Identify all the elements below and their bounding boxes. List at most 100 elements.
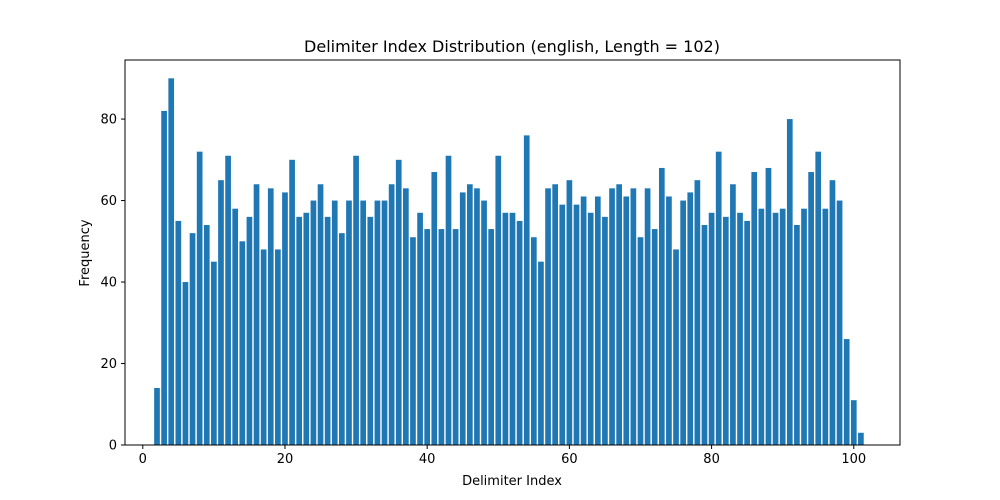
axes-frame bbox=[124, 59, 901, 446]
bar-4 bbox=[168, 78, 175, 445]
bar-81 bbox=[715, 151, 722, 445]
bar-86 bbox=[751, 172, 758, 445]
bar-6 bbox=[182, 282, 189, 445]
y-tick-label: 80 bbox=[100, 113, 117, 128]
x-tick-label: 20 bbox=[277, 452, 294, 467]
bar-28 bbox=[339, 233, 345, 445]
bar-98 bbox=[836, 200, 843, 445]
bar-11 bbox=[218, 180, 224, 445]
bar-60 bbox=[566, 180, 573, 445]
y-tick-label: 40 bbox=[100, 276, 117, 291]
bar-52 bbox=[509, 212, 516, 445]
bar-23 bbox=[303, 212, 310, 445]
bar-69 bbox=[630, 188, 637, 446]
bar-22 bbox=[296, 216, 303, 445]
bar-18 bbox=[267, 188, 274, 446]
bar-100 bbox=[850, 400, 857, 445]
x-tick-label: 100 bbox=[841, 452, 866, 467]
bar-13 bbox=[232, 208, 239, 445]
bar-47 bbox=[474, 188, 480, 446]
bar-30 bbox=[353, 155, 359, 446]
bar-12 bbox=[225, 155, 231, 446]
bar-2 bbox=[154, 387, 160, 445]
bar-65 bbox=[602, 216, 608, 445]
bar-67 bbox=[616, 184, 622, 445]
bar-77 bbox=[687, 192, 694, 445]
chart-title: Delimiter Index Distribution (english, L… bbox=[304, 37, 720, 56]
bar-89 bbox=[772, 212, 779, 445]
bar-91 bbox=[786, 119, 793, 446]
bar-35 bbox=[388, 184, 395, 445]
bar-32 bbox=[367, 216, 374, 445]
bar-72 bbox=[651, 229, 658, 445]
bar-88 bbox=[765, 167, 772, 446]
bar-34 bbox=[381, 200, 388, 445]
bar-5 bbox=[175, 220, 182, 445]
bar-59 bbox=[559, 204, 566, 445]
bar-46 bbox=[466, 184, 473, 445]
bar-50 bbox=[495, 155, 502, 446]
bar-99 bbox=[843, 339, 850, 445]
bar-70 bbox=[637, 237, 644, 445]
bar-68 bbox=[623, 196, 630, 445]
x-tick-label: 60 bbox=[561, 452, 578, 467]
bar-39 bbox=[417, 212, 423, 445]
bar-95 bbox=[815, 151, 822, 445]
y-axis-label: Frequency bbox=[78, 219, 93, 286]
x-tick-label: 40 bbox=[419, 452, 436, 467]
y-tick-label: 0 bbox=[109, 439, 117, 454]
bar-44 bbox=[452, 229, 459, 445]
bar-19 bbox=[275, 249, 281, 445]
x-axis-ticks: 0 20 40 60 80 100 bbox=[139, 445, 866, 467]
bar-82 bbox=[722, 216, 729, 445]
bar-63 bbox=[587, 212, 594, 445]
bar-87 bbox=[758, 208, 765, 445]
bar-45 bbox=[459, 192, 466, 445]
bar-37 bbox=[403, 188, 409, 446]
bar-38 bbox=[410, 237, 416, 445]
bar-42 bbox=[438, 229, 445, 445]
bar-76 bbox=[680, 200, 686, 445]
bar-17 bbox=[260, 249, 267, 445]
bar-74 bbox=[666, 196, 672, 445]
bar-53 bbox=[516, 220, 523, 445]
bar-9 bbox=[203, 225, 210, 445]
bar-51 bbox=[502, 212, 509, 445]
bar-15 bbox=[246, 216, 253, 445]
bar-93 bbox=[801, 208, 807, 445]
bar-20 bbox=[282, 192, 288, 445]
bar-66 bbox=[609, 188, 615, 446]
bar-49 bbox=[488, 229, 495, 445]
x-tick-label: 80 bbox=[703, 452, 720, 467]
bar-16 bbox=[253, 184, 260, 445]
bar-24 bbox=[310, 200, 317, 445]
bar-40 bbox=[424, 229, 431, 445]
y-tick-label: 60 bbox=[100, 194, 117, 209]
bar-71 bbox=[644, 188, 651, 446]
bar-64 bbox=[594, 196, 601, 445]
bar-10 bbox=[211, 261, 217, 445]
bar-31 bbox=[360, 200, 367, 445]
bar-90 bbox=[779, 208, 786, 445]
bar-3 bbox=[161, 110, 167, 445]
bar-33 bbox=[374, 200, 381, 445]
bar-7 bbox=[189, 233, 196, 445]
x-tick-label: 0 bbox=[139, 452, 147, 467]
bar-57 bbox=[545, 188, 551, 446]
x-axis-label: Delimiter Index bbox=[462, 474, 562, 489]
y-axis-ticks: 0 20 40 60 80 bbox=[100, 113, 125, 454]
bar-43 bbox=[445, 155, 452, 446]
y-tick-label: 20 bbox=[100, 357, 117, 372]
bar-41 bbox=[431, 172, 438, 445]
bar-61 bbox=[573, 204, 580, 445]
bar-27 bbox=[331, 200, 338, 445]
bar-14 bbox=[239, 241, 246, 445]
bar-48 bbox=[481, 200, 487, 445]
bar-8 bbox=[196, 151, 203, 445]
bar-29 bbox=[346, 200, 352, 445]
bar-73 bbox=[658, 167, 665, 446]
bar-101 bbox=[858, 432, 864, 445]
bar-83 bbox=[730, 184, 736, 445]
